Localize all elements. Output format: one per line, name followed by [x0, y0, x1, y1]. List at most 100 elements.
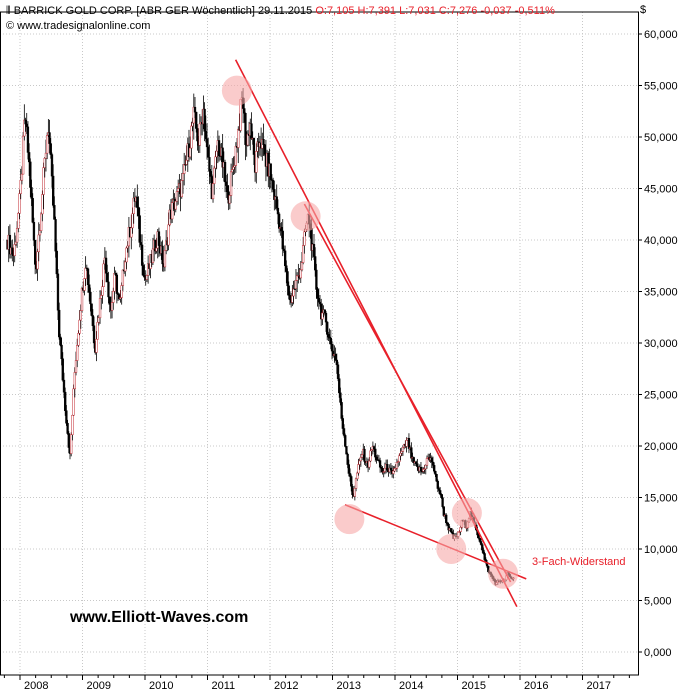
- candle-body: [434, 470, 437, 475]
- candle-body: [38, 230, 42, 236]
- candle-body: [27, 152, 31, 163]
- candle-body: [163, 249, 167, 268]
- candle-body: [171, 202, 174, 220]
- candle-body: [300, 262, 304, 271]
- candle-body: [55, 250, 58, 275]
- candle-body: [52, 175, 55, 206]
- candle-body: [205, 138, 209, 148]
- candle-body: [346, 453, 349, 465]
- candle-body: [50, 154, 54, 177]
- candle-body: [341, 418, 344, 429]
- candle-body: [196, 128, 199, 142]
- candle-body: [112, 290, 115, 303]
- candle-body: [327, 334, 330, 338]
- candle-body: [25, 123, 28, 128]
- candle-body: [189, 147, 192, 158]
- candle-body: [348, 473, 352, 477]
- candle-body: [145, 275, 149, 280]
- y-tick-label: 5,000: [644, 596, 672, 608]
- candle-body: [478, 537, 482, 542]
- candle-body: [61, 358, 64, 381]
- candle-body: [214, 156, 217, 169]
- candle-body: [442, 506, 445, 516]
- candle-body: [336, 364, 340, 379]
- candle-body: [226, 185, 229, 193]
- candle-body: [175, 191, 179, 202]
- candle-body: [437, 488, 441, 491]
- x-tick-label: 2014: [399, 680, 423, 692]
- candle-body: [288, 295, 292, 301]
- candle-body: [181, 173, 185, 181]
- candle-body: [60, 344, 63, 360]
- candle-body: [269, 163, 272, 180]
- candle-body: [56, 273, 60, 311]
- candle-body: [76, 345, 79, 361]
- candle-body: [405, 440, 408, 447]
- candle-body: [11, 247, 14, 255]
- candle-body: [49, 143, 52, 155]
- candle-body: [354, 478, 358, 489]
- candle-body: [64, 391, 67, 411]
- header-title: ⫴ BARRICK GOLD CORP. [ABR GER Wöchentlic…: [6, 5, 555, 18]
- candle-body: [412, 457, 415, 464]
- candle-body: [386, 464, 389, 471]
- candle-body: [136, 197, 139, 208]
- touch-point-marker: [334, 504, 365, 535]
- x-tick-label: 2008: [24, 680, 48, 692]
- candle-body: [395, 462, 399, 469]
- x-tick-label: 2011: [212, 680, 236, 692]
- candle-body: [296, 275, 299, 281]
- candle-body: [70, 434, 73, 454]
- candle-body: [351, 485, 354, 495]
- candle-body: [483, 553, 486, 560]
- candle-body: [280, 227, 283, 232]
- candle-body: [46, 135, 49, 154]
- candle-body: [193, 106, 197, 113]
- candle-body: [374, 448, 377, 458]
- candle-body: [314, 256, 317, 271]
- candle-body: [375, 456, 378, 460]
- candle-body: [435, 474, 438, 482]
- candle-body: [89, 291, 92, 305]
- candle-body: [425, 458, 429, 466]
- candle-body: [255, 151, 258, 173]
- candle-body: [130, 227, 133, 238]
- watermark: www.Elliott-Waves.com: [70, 609, 249, 626]
- candle-body: [213, 167, 216, 184]
- candle-body: [263, 144, 266, 155]
- candle-body: [26, 126, 30, 153]
- candle-body: [140, 244, 144, 266]
- y-tick-label: 45,000: [644, 184, 678, 196]
- candle-body: [345, 446, 348, 455]
- touch-point-marker: [290, 201, 321, 232]
- candle-body: [88, 284, 91, 293]
- candle-body: [74, 360, 78, 373]
- candle-body: [449, 528, 453, 532]
- candle-body: [286, 271, 289, 287]
- candle-body: [108, 296, 111, 305]
- candle-body: [183, 164, 186, 174]
- candle-body: [401, 447, 405, 452]
- candle-body: [416, 463, 419, 467]
- candle-body: [17, 213, 20, 229]
- candle-body: [180, 180, 183, 198]
- candle-body: [312, 244, 316, 257]
- candle-body: [479, 541, 483, 545]
- candle-body: [37, 234, 40, 253]
- y-tick-label: 25,000: [644, 390, 678, 402]
- candle-body: [151, 248, 155, 263]
- candle-body: [445, 514, 448, 523]
- candle-body: [303, 231, 306, 246]
- candle-body: [42, 167, 45, 195]
- y-tick-label: 20,000: [644, 441, 678, 453]
- candle-body: [399, 452, 402, 457]
- candle-body: [285, 265, 288, 272]
- candle-body: [393, 468, 396, 472]
- candle-body: [330, 343, 334, 352]
- y-tick-label: 40,000: [644, 235, 678, 247]
- candle-body: [277, 213, 281, 229]
- candle-body: [356, 472, 359, 480]
- candle-body: [174, 200, 177, 210]
- candle-body: [246, 133, 250, 146]
